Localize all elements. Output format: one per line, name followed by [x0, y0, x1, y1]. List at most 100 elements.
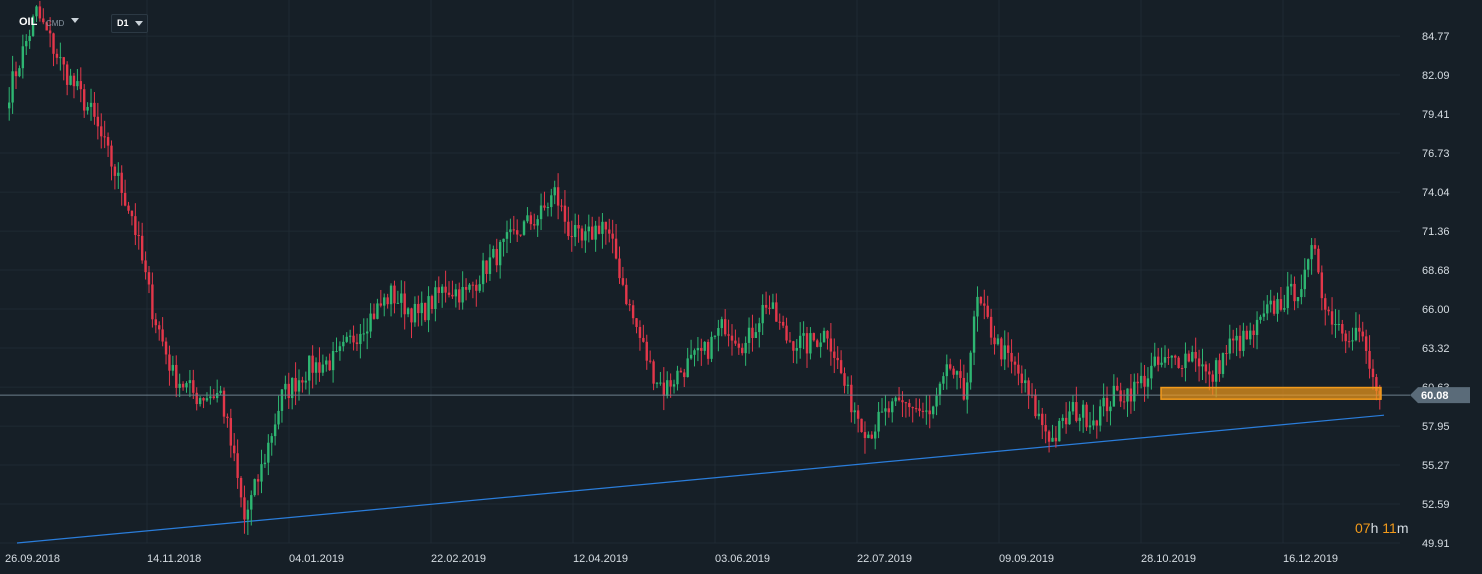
candle-bearish: [42, 18, 45, 23]
candle-bearish: [144, 260, 147, 273]
candle-bullish: [365, 331, 369, 334]
candle-bullish: [209, 396, 212, 399]
candle-bullish: [1051, 437, 1054, 442]
candle-bearish: [1279, 299, 1283, 310]
candle-bearish: [137, 235, 140, 237]
candle-bearish: [1041, 413, 1044, 426]
candle-bearish: [741, 347, 744, 354]
candle-bullish: [270, 436, 273, 443]
candle-bullish: [846, 384, 850, 386]
candle-bullish: [348, 335, 352, 337]
candle-bearish: [151, 284, 154, 320]
candle-bearish: [1006, 345, 1010, 353]
candle-bullish: [280, 389, 284, 411]
candle-bearish: [1000, 338, 1003, 360]
candle-bullish: [260, 464, 263, 482]
symbol-dropdown-caret-icon[interactable]: [71, 18, 79, 23]
candle-bullish: [1306, 259, 1310, 270]
symbol-label[interactable]: OIL: [19, 16, 38, 28]
candle-bullish: [744, 342, 747, 354]
candle-bullish: [771, 302, 775, 309]
candle-bullish: [1024, 380, 1027, 384]
candle-bearish: [683, 372, 686, 378]
candle-bullish: [894, 397, 897, 402]
candle-bullish: [481, 260, 485, 285]
candle-bullish: [396, 302, 400, 304]
candle-bearish: [1156, 356, 1160, 365]
candle-bearish: [65, 64, 69, 85]
candle-bullish: [35, 6, 38, 17]
candle-bullish: [1221, 353, 1225, 374]
candle-bearish: [560, 205, 563, 207]
candle-bearish: [833, 351, 836, 358]
candle-bearish: [901, 400, 904, 403]
candle-bearish: [1194, 351, 1197, 359]
candle-bearish: [949, 364, 952, 369]
candle-bullish: [1160, 362, 1163, 365]
candle-bullish: [290, 377, 294, 399]
candle-bearish: [1330, 311, 1334, 325]
candle-bearish: [140, 235, 144, 261]
candle-bearish: [1293, 283, 1296, 302]
candle-bearish: [1054, 437, 1058, 442]
candle-bullish: [969, 352, 972, 383]
candle-bearish: [410, 308, 413, 323]
candle-bearish: [195, 392, 198, 405]
candle-bearish: [921, 410, 925, 412]
candle-bearish: [1085, 404, 1088, 428]
candle-bullish: [185, 383, 188, 388]
candle-bearish: [72, 75, 76, 87]
candle-bullish: [720, 319, 723, 329]
candle-bullish: [853, 410, 856, 413]
candle-bearish: [1208, 371, 1211, 375]
candle-bullish: [498, 241, 502, 266]
candle-bullish: [427, 296, 430, 321]
candle-bullish: [342, 341, 345, 347]
timeframe-selector[interactable]: D1: [111, 14, 148, 33]
candle-bullish: [420, 302, 423, 314]
candle-bullish: [1351, 340, 1354, 342]
candle-bearish: [621, 278, 625, 285]
candle-bearish: [1064, 417, 1068, 425]
candle-bearish: [96, 116, 100, 127]
candle-bearish: [993, 337, 996, 345]
candle-bullish: [996, 338, 1000, 345]
candle-bullish: [1133, 381, 1136, 402]
candle-bearish: [1197, 358, 1201, 367]
candle-bearish: [614, 238, 618, 259]
trendline-layer: [16, 414, 1385, 544]
candle-bullish: [1214, 360, 1218, 382]
candle-bearish: [287, 383, 290, 399]
current-price-label: 60.08: [1421, 390, 1449, 402]
candle-bearish: [93, 102, 96, 117]
candle-bearish: [113, 166, 117, 176]
candle-bearish: [989, 316, 993, 338]
candle-bearish: [792, 341, 795, 351]
candle-bullish: [955, 371, 959, 375]
candle-bearish: [983, 303, 986, 306]
candle-bullish: [798, 335, 802, 349]
candle-bullish: [1262, 313, 1266, 317]
current-price-badge: [1410, 387, 1470, 404]
candle-bullish: [1283, 308, 1286, 310]
candle-bearish: [1204, 364, 1208, 372]
candle-bearish: [631, 305, 635, 319]
candle-bullish: [59, 57, 62, 59]
candle-bullish: [1303, 269, 1306, 290]
candle-bullish: [1150, 365, 1153, 379]
candle-bearish: [1105, 397, 1109, 412]
candle-bullish: [587, 226, 591, 232]
candle-bullish: [758, 323, 761, 333]
y-tick-label: 82.09: [1422, 70, 1450, 82]
candle-bearish: [229, 418, 233, 446]
candle-bearish: [563, 205, 567, 222]
candle-bearish: [1177, 357, 1180, 369]
candle-bearish: [751, 327, 754, 338]
candle-bearish: [781, 321, 785, 326]
candle-bearish: [239, 477, 243, 498]
candle-bearish: [471, 284, 475, 286]
candle-bearish: [1013, 361, 1017, 365]
candle-bearish: [826, 330, 829, 339]
candle-bullish: [666, 380, 669, 396]
